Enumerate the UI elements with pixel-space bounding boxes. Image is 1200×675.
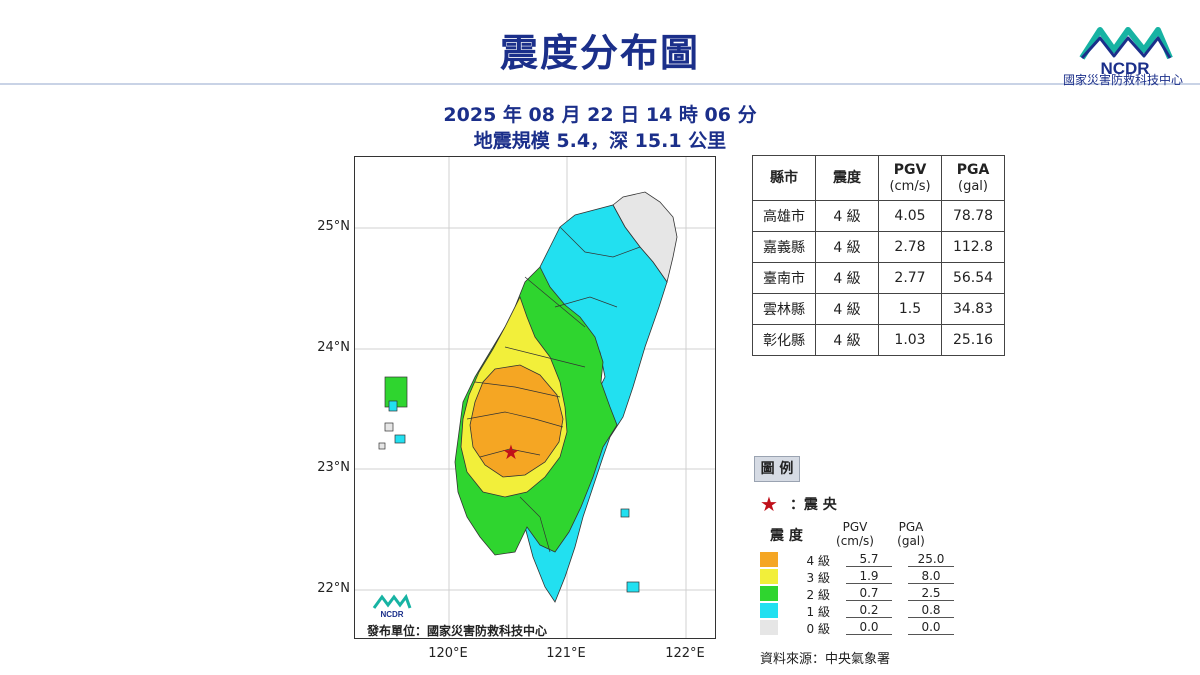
legend-swatch [760,552,778,567]
col-header-pgv: PGV (cm/s) [878,155,942,201]
table-header-row: 縣市 震度 PGV (cm/s) PGA (gal) [752,155,1005,201]
legend-col-intensity: 震 度 [770,528,803,544]
ncdr-logo-icon: NCDR [1079,27,1173,78]
taiwan-intensity-shading [454,191,678,603]
green-island [620,508,630,518]
table-row: 嘉義縣 4 級 2.78 112.8 [752,231,1005,263]
event-datetime: 2025 年 08 月 22 日 14 時 06 分 [443,104,757,126]
lon-label-121: 121°E [546,646,586,661]
penghu-islands [378,376,408,450]
lat-label-22: 22°N [317,581,350,596]
lon-label-120: 120°E [428,646,468,661]
legend-row-level-4: 4 級 5.7 25.0 [760,552,954,568]
table-row: 臺南市 4 級 2.77 56.54 [752,262,1005,294]
legend-row-level-0: 0 級 0.0 0.0 [760,620,954,636]
legend-col-pgv: PGV (cm/s) [836,520,874,548]
legend-epicenter: ★ ：震 央 [760,492,837,516]
epicenter-star-icon: ★ [760,492,778,516]
table-row: 高雄市 4 級 4.05 78.78 [752,200,1005,232]
map-publisher: 發布單位：國家災害防救科技中心 [367,624,548,638]
map-logo-text: NCDR [380,610,403,618]
lat-label-25: 25°N [317,219,350,234]
legend-swatch [760,620,778,635]
zone-level-4 [469,364,564,478]
org-name: 國家災害防救科技中心 [1062,73,1183,87]
col-header-county: 縣市 [752,155,816,201]
epicenter-star-icon: ★ [502,440,520,464]
legend-col-pga: PGA (gal) [897,520,925,548]
col-header-pga: PGA (gal) [941,155,1005,201]
page-title: 震度分布圖 [499,31,700,75]
map-canvas: ★ [355,157,715,638]
orchid-island [626,581,640,593]
legend-swatch [760,586,778,601]
map-ncdr-logo-icon: NCDR [372,593,412,618]
logo-text: NCDR [1100,59,1149,78]
intensity-map: ★ [354,156,716,639]
legend-swatch [760,569,778,584]
legend-row-level-2: 2 級 0.7 2.5 [760,586,954,602]
legend-swatch [760,603,778,618]
table-row: 雲林縣 4 級 1.5 34.83 [752,293,1005,325]
header-divider [0,83,1200,85]
lat-label-23: 23°N [317,460,350,475]
lat-label-24: 24°N [317,340,350,355]
legend-row-level-3: 3 級 1.9 8.0 [760,569,954,585]
legend-row-level-1: 1 級 0.2 0.8 [760,603,954,619]
lon-label-122: 122°E [665,646,705,661]
station-intensity-table: 縣市 震度 PGV (cm/s) PGA (gal) 高雄市 4 級 4.05 78.78… [752,155,1005,356]
table-row: 彰化縣 4 級 1.03 25.16 [752,324,1005,356]
event-magnitude-depth: 地震規模 5.4，深 15.1 公里 [473,130,727,152]
col-header-intensity: 震度 [815,155,879,201]
legend-title: 圖 例 [754,456,800,482]
data-source: 資料來源：中央氣象署 [760,652,891,667]
